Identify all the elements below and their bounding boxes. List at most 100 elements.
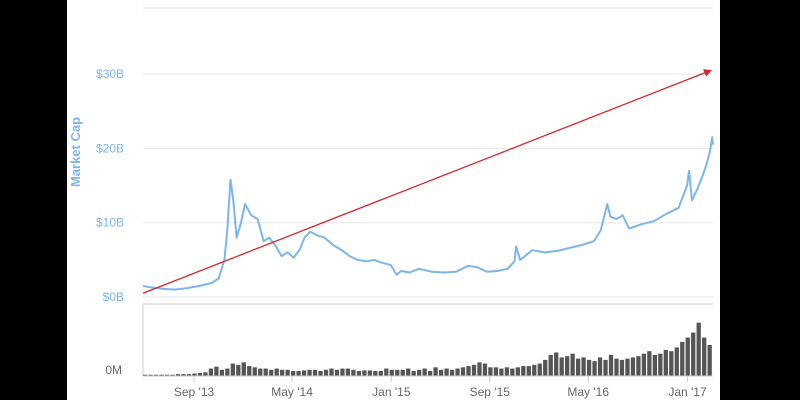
volume-bar [619,359,625,376]
y-axis-labels: $0B $10B $20B $30B [96,67,124,304]
volume-bar [225,368,230,376]
y-tick-label: $10B [96,216,124,230]
trend-arrow [142,69,712,294]
volume-bar [153,374,159,376]
volume-bar [586,359,592,376]
volume-bar [175,374,181,376]
volume-bar [214,366,219,376]
volume-bar [428,371,433,376]
volume-bar [422,368,427,376]
volume-bar [373,371,378,376]
volume-bar [351,369,356,376]
volume-bar [696,322,701,376]
volume-bar [625,358,630,376]
volume-bar [312,369,318,376]
volume-bar [444,368,449,376]
volume-bar [691,332,696,376]
volume-bar [197,372,203,376]
volume-bar [532,364,537,376]
volume-bar [241,362,246,376]
volume-bar [334,369,340,376]
volume-bar [471,364,477,376]
volume-bar [510,368,515,376]
volume-bar [164,374,170,376]
volume-bar [318,371,323,376]
volume-bar [543,359,548,376]
volume-bar [608,354,614,376]
volume-bar [203,372,208,376]
volume-bar [641,353,647,376]
volume-bar [663,349,668,376]
volume-bar [411,371,416,376]
volume-bar [433,367,438,376]
volume-bar [570,353,575,376]
volume-bar [647,351,652,376]
volume-bar [252,367,257,376]
volume-bar [384,368,389,376]
volume-bar [263,368,268,376]
volume-bar [614,358,619,376]
volume-bar [301,370,307,376]
x-tick-label: May '16 [567,385,609,399]
volume-bar [329,368,334,376]
volume-bar [597,357,603,376]
volume-bar [559,357,564,376]
x-tick-label: Sep '15 [470,385,511,399]
volume-bar [258,368,263,376]
volume-bar [477,362,482,376]
volume-bar [521,366,526,376]
volume-bar [219,369,225,376]
volume-bar [378,371,383,376]
volume-bar [488,367,493,376]
volume-bar [669,351,674,376]
volume-bar [554,352,559,376]
market-cap-line [142,136,714,291]
volume-bar [323,369,329,376]
volume-bar [548,354,553,376]
volume-bar [680,341,685,376]
volume-bar [181,374,186,376]
volume-bar [603,359,608,376]
volume-bar [170,374,175,376]
y-tick-label: $20B [96,141,124,155]
volume-bar [636,356,641,376]
volume-bar [466,366,471,376]
volume-bar [236,364,241,376]
volume-bar [148,374,153,376]
y-axis-title: Market Cap [68,117,83,187]
volume-bar [247,366,252,376]
volume-bar [280,369,285,376]
volume-bar [340,368,345,376]
volume-bar [504,367,510,376]
volume-bar [192,373,197,376]
volume-bar [269,369,274,376]
volume-bar [438,369,444,376]
volume-bar [285,369,290,376]
volume-bar [208,368,214,376]
volume-bar [592,361,597,376]
volume-bar [499,368,504,376]
volume-bar [400,369,405,376]
volume-bar [290,371,296,376]
volume-bar [674,347,679,376]
x-tick-label: May '14 [271,385,313,399]
volume-axis-label: 0M [105,363,122,377]
volume-bar [417,369,422,376]
volume-bar [362,370,367,376]
volume-bar [537,363,542,376]
volume-bar [345,368,351,376]
volume-bar [143,374,148,376]
volume-bar [685,337,690,376]
volume-bar [159,374,164,376]
volume-bar [395,369,400,376]
volume-bar [575,358,581,376]
x-tick-label: Jan '17 [668,385,707,399]
volume-bar [406,368,411,376]
volume-bar [707,345,712,376]
volume-bar [230,363,235,376]
volume-bar [702,337,707,376]
y-tick-label: $30B [96,67,124,81]
volume-bar [389,369,394,376]
